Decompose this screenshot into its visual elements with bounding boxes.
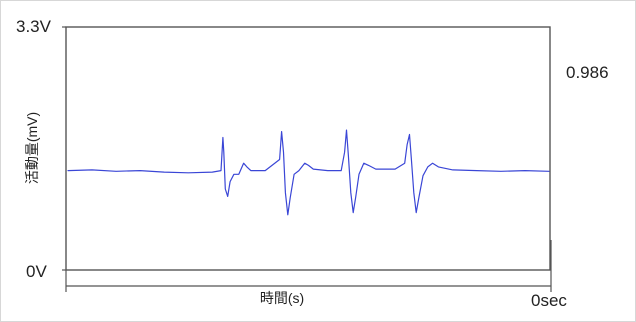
x-axis-title: 時間(s) [259, 290, 305, 306]
current-value-readout: 0.986 [566, 63, 609, 82]
y-axis-max-label: 3.3V [16, 17, 51, 36]
x-axis-end-label: 0sec [531, 291, 567, 310]
voltage-waveform-line [67, 129, 550, 216]
y-axis-title: 活動量(mV) [24, 111, 40, 185]
y-axis-min-label: 0V [26, 262, 47, 281]
plot-frame [65, 26, 551, 271]
